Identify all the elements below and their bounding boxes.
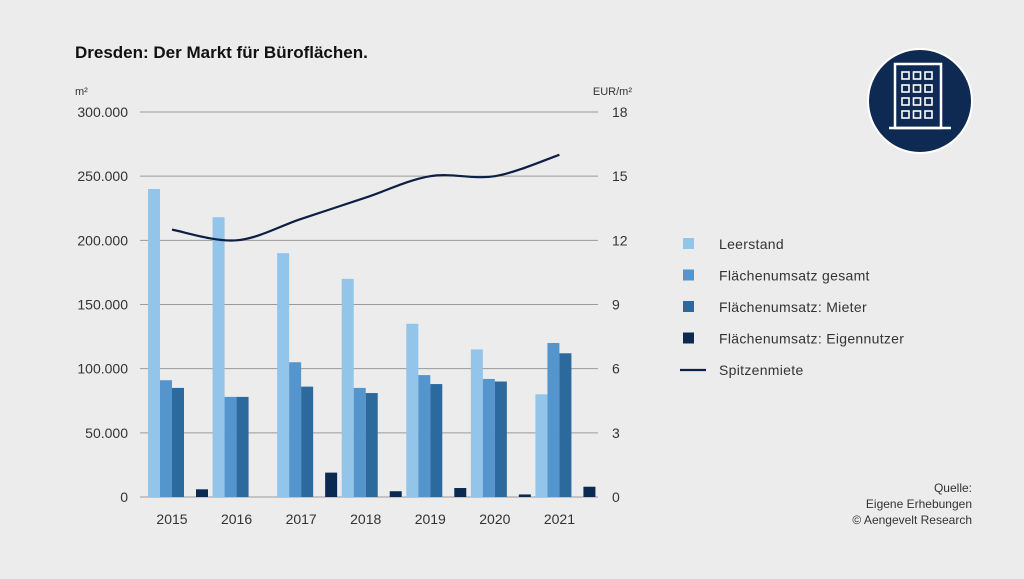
right-tick-label: 18 [612, 104, 628, 120]
bar-flaechenumsatz-mieter-2015 [172, 388, 184, 497]
bar-flaechenumsatz-eigennutzer-2020 [519, 494, 531, 497]
x-tick-label: 2016 [221, 511, 252, 527]
left-tick-label: 300.000 [77, 104, 128, 120]
left-tick-label: 50.000 [85, 425, 128, 441]
bar-flaechenumsatz-mieter-2017 [301, 387, 313, 497]
left-axis-ticks: 0 50.000 100.000 150.000 200.000 250.000 300.0… [77, 104, 128, 505]
legend-label-spitzenmiete: Spitzenmiete [719, 362, 804, 378]
x-tick-label: 2019 [415, 511, 446, 527]
x-tick-label: 2015 [156, 511, 187, 527]
bar-leerstand-2019 [406, 324, 418, 497]
left-tick-label: 150.000 [77, 297, 128, 313]
legend-label-flaechenumsatz-eigennutzer: Flächenumsatz: Eigennutzer [719, 331, 904, 347]
x-tick-label: 2021 [544, 511, 575, 527]
right-tick-label: 15 [612, 168, 628, 184]
right-tick-label: 6 [612, 361, 620, 377]
bar-flaechenumsatz-gesamt-2020 [483, 379, 495, 497]
right-axis-ticks: 0 3 6 9 12 15 18 [612, 104, 628, 505]
left-axis-unit: m² [75, 86, 88, 98]
chart: Dresden: Der Markt für Büroflächen. m² E… [0, 0, 1024, 579]
bar-leerstand-2020 [471, 349, 483, 497]
bar-leerstand-2016 [213, 217, 225, 497]
x-tick-label: 2020 [479, 511, 510, 527]
bar-flaechenumsatz-eigennutzer-2018 [390, 491, 402, 497]
chart-title: Dresden: Der Markt für Büroflächen. [75, 43, 368, 62]
legend-swatch-flaechenumsatz-gesamt [683, 270, 694, 281]
bar-leerstand-2018 [342, 279, 354, 497]
bar-flaechenumsatz-eigennutzer-2017 [325, 473, 337, 497]
bar-flaechenumsatz-eigennutzer-2021 [583, 487, 595, 497]
right-tick-label: 9 [612, 297, 620, 313]
right-axis-unit: EUR/m² [593, 86, 632, 98]
bar-flaechenumsatz-gesamt-2021 [547, 343, 559, 497]
left-tick-label: 250.000 [77, 168, 128, 184]
x-tick-label: 2017 [286, 511, 317, 527]
left-tick-label: 100.000 [77, 361, 128, 377]
office-building-icon [868, 49, 972, 153]
legend-label-leerstand: Leerstand [719, 236, 784, 252]
bar-flaechenumsatz-gesamt-2017 [289, 362, 301, 497]
legend-label-flaechenumsatz-gesamt: Flächenumsatz gesamt [719, 268, 870, 284]
bar-flaechenumsatz-mieter-2021 [559, 353, 571, 497]
bar-flaechenumsatz-gesamt-2019 [418, 375, 430, 497]
bar-flaechenumsatz-eigennutzer-2019 [454, 488, 466, 497]
x-axis-ticks: 2015 2016 2017 2018 2019 2020 2021 [156, 511, 575, 527]
source-label: Quelle: [934, 481, 972, 495]
right-tick-label: 3 [612, 425, 620, 441]
legend-swatch-flaechenumsatz-eigennutzer [683, 333, 694, 344]
right-tick-label: 12 [612, 232, 628, 248]
spitzenmiete-line-group [172, 155, 559, 241]
bar-flaechenumsatz-gesamt-2018 [354, 388, 366, 497]
bar-leerstand-2021 [535, 394, 547, 497]
bar-flaechenumsatz-mieter-2020 [495, 382, 507, 498]
legend-swatch-leerstand [683, 238, 694, 249]
bar-flaechenumsatz-gesamt-2016 [225, 397, 237, 497]
legend: Leerstand Flächenumsatz gesamt Flächenumsa… [680, 236, 904, 378]
bar-flaechenumsatz-eigennutzer-2015 [196, 489, 208, 497]
source-line-3: © Aengevelt Research [852, 513, 972, 527]
bar-flaechenumsatz-mieter-2019 [430, 384, 442, 497]
bars [148, 189, 595, 497]
bar-flaechenumsatz-mieter-2016 [237, 397, 249, 497]
left-tick-label: 200.000 [77, 232, 128, 248]
legend-label-flaechenumsatz-mieter: Flächenumsatz: Mieter [719, 299, 867, 315]
bar-leerstand-2017 [277, 253, 289, 497]
x-tick-label: 2018 [350, 511, 381, 527]
bar-flaechenumsatz-mieter-2018 [366, 393, 378, 497]
bar-leerstand-2015 [148, 189, 160, 497]
source-line-2: Eigene Erhebungen [866, 497, 972, 511]
left-tick-label: 0 [120, 489, 128, 505]
spitzenmiete-line [172, 155, 559, 241]
bar-flaechenumsatz-gesamt-2015 [160, 380, 172, 497]
legend-swatch-flaechenumsatz-mieter [683, 301, 694, 312]
right-tick-label: 0 [612, 489, 620, 505]
